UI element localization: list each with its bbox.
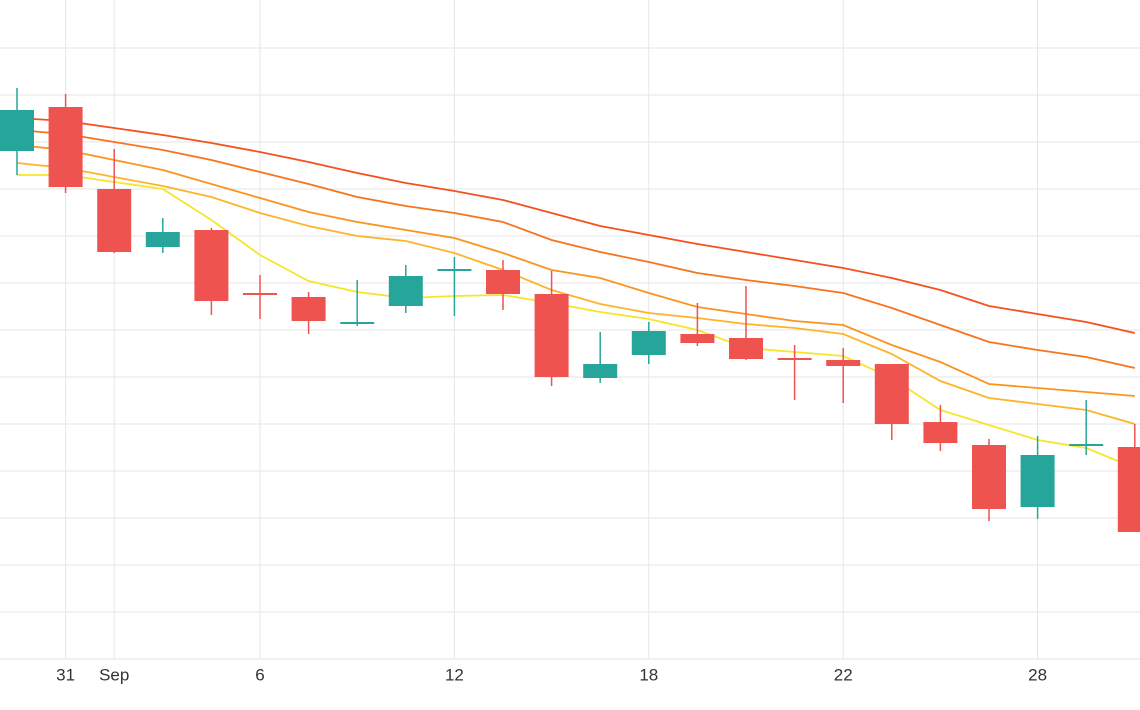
moving-average-line xyxy=(16,129,1135,369)
candle-body xyxy=(1069,444,1104,446)
candle-body xyxy=(777,358,812,360)
x-tick-label: 31 xyxy=(56,665,75,684)
x-tick-label: 28 xyxy=(1028,665,1047,684)
candle-body xyxy=(243,293,277,295)
moving-average-line xyxy=(16,162,1136,425)
candle-body xyxy=(923,422,958,443)
candle-body xyxy=(874,364,909,424)
candle-body xyxy=(437,269,472,271)
candle-body xyxy=(1020,455,1055,507)
candle-body xyxy=(631,331,666,355)
x-tick-label: 6 xyxy=(255,665,264,684)
candle-body xyxy=(729,338,763,359)
candle-body xyxy=(194,230,229,301)
candle-body xyxy=(680,334,715,343)
candle-body xyxy=(340,322,375,324)
candle-body xyxy=(388,276,423,306)
moving-average-line xyxy=(16,117,1135,334)
x-tick-label: 18 xyxy=(639,665,658,684)
candle-body xyxy=(97,189,132,252)
candle-body xyxy=(534,294,569,377)
x-tick-label: 12 xyxy=(445,665,464,684)
candle-body xyxy=(145,232,180,247)
candle-body xyxy=(486,270,520,294)
candle-body xyxy=(583,364,618,378)
moving-average-line xyxy=(17,174,1136,469)
moving-average-line xyxy=(16,144,1135,397)
x-tick-label: Sep xyxy=(99,665,129,684)
candle-body xyxy=(1117,447,1140,532)
candle-body xyxy=(826,360,861,366)
x-tick-label: 22 xyxy=(834,665,853,684)
candle-body xyxy=(48,107,83,187)
candle-body xyxy=(291,297,326,321)
candle-body xyxy=(972,445,1006,509)
candle-body xyxy=(0,110,34,151)
